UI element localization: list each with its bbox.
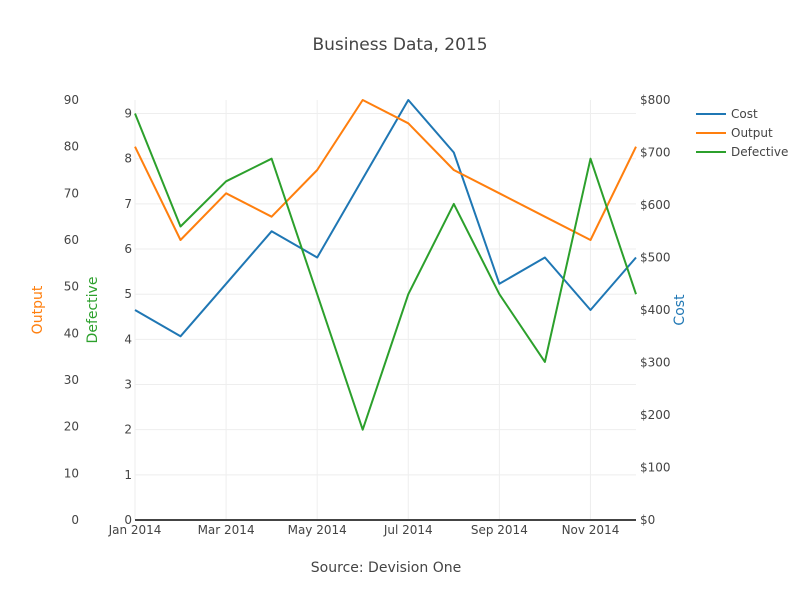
defective-tick-label: 0 bbox=[124, 513, 132, 527]
output-tick-label: 0 bbox=[71, 513, 79, 527]
output-axis-title: Output bbox=[30, 285, 46, 334]
output-axis-ticks: 0 10 20 30 40 50 60 70 80 90 bbox=[64, 93, 79, 527]
cost-tick-label: $600 bbox=[640, 198, 671, 212]
defective-tick-label: 7 bbox=[124, 197, 132, 211]
output-tick-label: 40 bbox=[64, 326, 79, 340]
output-tick-label: 10 bbox=[64, 466, 79, 480]
cost-tick-label: $500 bbox=[640, 251, 671, 265]
chart-title: Business Data, 2015 bbox=[312, 35, 487, 55]
cost-tick-label: $200 bbox=[640, 408, 671, 422]
legend-item-cost[interactable]: Cost bbox=[696, 107, 758, 121]
series-line-output bbox=[134, 99, 637, 241]
cost-tick-label: $300 bbox=[640, 356, 671, 370]
x-tick-label: May 2014 bbox=[288, 523, 347, 537]
cost-tick-label: $400 bbox=[640, 303, 671, 317]
defective-tick-label: 5 bbox=[124, 287, 132, 301]
x-tick-label: Nov 2014 bbox=[562, 523, 620, 537]
defective-axis-title: Defective bbox=[85, 277, 101, 344]
x-tick-label: Mar 2014 bbox=[198, 523, 255, 537]
x-axis-ticks: Jan 2014 Mar 2014 May 2014 Jul 2014 Sep 2014… bbox=[108, 523, 620, 537]
cost-tick-label: $100 bbox=[640, 461, 671, 475]
x-tick-label: Sep 2014 bbox=[471, 523, 528, 537]
defective-tick-label: 3 bbox=[124, 378, 132, 392]
series-line-defective bbox=[134, 113, 637, 431]
output-tick-label: 70 bbox=[64, 186, 79, 200]
x-tick-label: Jul 2014 bbox=[383, 523, 433, 537]
defective-tick-label: 2 bbox=[124, 423, 132, 437]
legend-label: Output bbox=[731, 126, 773, 140]
x-axis-title: Source: Devision One bbox=[311, 560, 461, 576]
legend[interactable]: Cost Output Defective bbox=[696, 107, 788, 159]
defective-tick-label: 1 bbox=[124, 468, 132, 482]
cost-axis-title: Cost bbox=[672, 294, 688, 326]
output-tick-label: 30 bbox=[64, 373, 79, 387]
output-tick-label: 60 bbox=[64, 233, 79, 247]
defective-axis-ticks: 0 1 2 3 4 5 6 7 8 9 bbox=[124, 107, 132, 527]
cost-tick-label: $0 bbox=[640, 513, 655, 527]
legend-item-defective[interactable]: Defective bbox=[696, 145, 788, 159]
output-tick-label: 20 bbox=[64, 420, 79, 434]
series-line-cost bbox=[134, 99, 637, 338]
grid bbox=[134, 100, 636, 520]
output-tick-label: 80 bbox=[64, 140, 79, 154]
x-tick-label: Jan 2014 bbox=[108, 523, 162, 537]
cost-tick-label: $800 bbox=[640, 93, 671, 107]
output-tick-label: 90 bbox=[64, 93, 79, 107]
legend-label: Defective bbox=[731, 145, 788, 159]
output-tick-label: 50 bbox=[64, 280, 79, 294]
defective-tick-label: 8 bbox=[124, 152, 132, 166]
defective-tick-label: 6 bbox=[124, 242, 132, 256]
legend-item-output[interactable]: Output bbox=[696, 126, 773, 140]
cost-axis-ticks: $0 $100 $200 $300 $400 $500 $600 $700 $800 bbox=[640, 93, 671, 527]
series-lines bbox=[134, 99, 637, 431]
defective-tick-label: 4 bbox=[124, 332, 132, 346]
cost-tick-label: $700 bbox=[640, 146, 671, 160]
defective-tick-label: 9 bbox=[124, 107, 132, 121]
legend-label: Cost bbox=[731, 107, 758, 121]
